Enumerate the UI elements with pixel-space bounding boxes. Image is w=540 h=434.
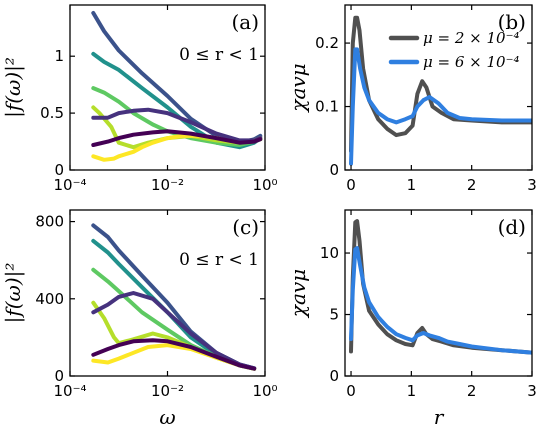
y-tick-label: 0.2 — [315, 34, 339, 52]
y-tick-label: 0 — [329, 367, 339, 385]
series-line-2 — [349, 246, 532, 355]
y-tick-label: 0.5 — [40, 104, 64, 122]
series-line-1 — [349, 15, 532, 153]
x-tick-label: 1 — [407, 382, 417, 400]
panel-b: 0 1 2 3 0 0.1 0.2 (b) χavμ μ = 2 × 10⁻⁴ μ = 6 × 10… — [286, 4, 537, 194]
x-tick-label: 2 — [467, 176, 477, 194]
y-tick-label: 0.1 — [315, 98, 339, 116]
series-line-7 — [91, 129, 263, 147]
panel-label: (c) — [232, 215, 259, 239]
legend-entry: μ = 2 × 10⁻⁴ — [423, 29, 520, 47]
series-group — [91, 11, 263, 162]
y-tick-label: 0 — [54, 161, 64, 179]
panel-c: 10⁻⁴ 10⁻² 10⁰ 0 400 800 (c) 0 ≤ r < 1 |f(ω)|² ω — [1, 209, 278, 429]
y-tick-label: 0 — [54, 367, 64, 385]
y-tick-label: 5 — [329, 306, 339, 324]
series-line-6 — [91, 291, 257, 371]
legend-entry: μ = 6 × 10⁻⁴ — [423, 53, 520, 71]
x-axis-label: ω — [159, 405, 175, 429]
series-line-2 — [349, 47, 532, 166]
series-line-1 — [349, 219, 532, 355]
range-annotation: 0 ≤ r < 1 — [179, 250, 259, 270]
panel-label: (d) — [498, 215, 526, 239]
panel-label: (b) — [498, 10, 526, 34]
y-tick-label: 0 — [329, 161, 339, 179]
x-tick-label: 10⁻² — [151, 176, 184, 194]
range-annotation: 0 ≤ r < 1 — [179, 45, 259, 65]
panel-a: 10⁻⁴ 10⁻² 10⁰ 0 0.5 1 (a) 0 ≤ r < 1 |f(ω)|² — [1, 4, 278, 194]
panel-d: 0 1 2 3 0 5 10 (d) χavμ r — [286, 209, 537, 429]
y-axis-label: χavμ — [286, 269, 310, 319]
series-group — [91, 223, 257, 371]
series-line-5 — [91, 343, 257, 371]
plot-frame — [344, 4, 533, 171]
x-tick-label: 10⁰ — [252, 176, 277, 194]
x-tick-label: 0 — [346, 382, 356, 400]
series-group — [349, 15, 532, 166]
panel-label: (a) — [231, 10, 259, 34]
x-tick-label: 10⁰ — [252, 382, 277, 400]
x-tick-label: 1 — [407, 176, 417, 194]
y-tick-label: 10 — [320, 244, 339, 262]
y-axis-label: χavμ — [286, 63, 310, 113]
x-tick-label: 10⁻⁴ — [53, 382, 86, 400]
y-axis-label: |f(ω)|² — [1, 263, 26, 324]
series-line-7 — [91, 338, 257, 371]
x-tick-label: 0 — [346, 176, 356, 194]
x-tick-label: 3 — [527, 176, 537, 194]
plot-frame — [344, 209, 533, 377]
x-tick-label: 10⁻² — [151, 382, 184, 400]
y-tick-label: 1 — [54, 47, 64, 65]
y-tick-label: 400 — [35, 290, 64, 308]
x-axis-label: r — [434, 405, 445, 429]
x-tick-label: 3 — [527, 382, 537, 400]
x-tick-label: 10⁻⁴ — [53, 176, 86, 194]
y-axis-label: |f(ω)|² — [1, 57, 26, 118]
series-group — [349, 219, 532, 355]
y-tick-label: 800 — [35, 213, 64, 231]
x-tick-label: 2 — [467, 382, 477, 400]
